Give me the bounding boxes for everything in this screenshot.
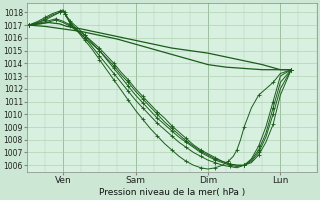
X-axis label: Pression niveau de la mer( hPa ): Pression niveau de la mer( hPa ) [99,188,245,197]
